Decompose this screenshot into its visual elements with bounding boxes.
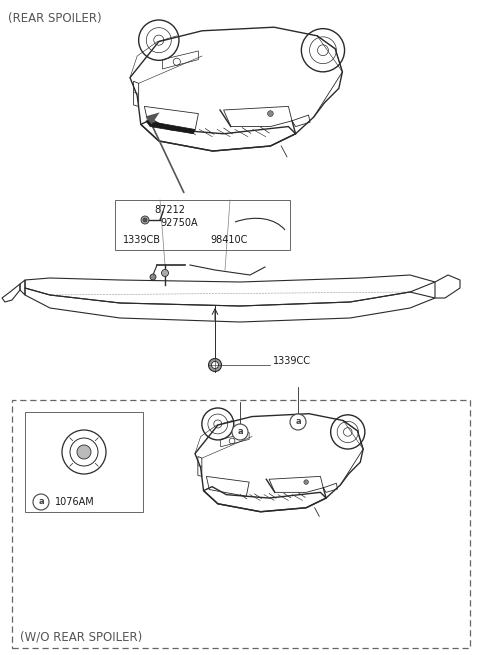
- Circle shape: [212, 362, 218, 369]
- Text: 87212: 87212: [155, 205, 185, 215]
- Text: 98410C: 98410C: [210, 235, 247, 245]
- Circle shape: [290, 414, 306, 430]
- Circle shape: [267, 111, 273, 117]
- Text: a: a: [38, 498, 44, 506]
- Circle shape: [33, 494, 49, 510]
- Text: 92750A: 92750A: [160, 218, 198, 228]
- Bar: [12, 400, 470, 648]
- Text: (REAR SPOILER): (REAR SPOILER): [8, 12, 102, 25]
- Circle shape: [150, 274, 156, 280]
- Text: (W/O REAR SPOILER): (W/O REAR SPOILER): [20, 630, 142, 643]
- Circle shape: [161, 269, 168, 276]
- Text: 1076AM: 1076AM: [55, 497, 95, 507]
- Bar: [25, 412, 143, 512]
- Text: a: a: [237, 428, 243, 436]
- Bar: [115, 200, 290, 250]
- Circle shape: [77, 445, 91, 459]
- Circle shape: [232, 424, 248, 440]
- Circle shape: [304, 480, 309, 485]
- Circle shape: [208, 358, 221, 371]
- Text: 1339CC: 1339CC: [273, 356, 311, 366]
- Polygon shape: [146, 121, 195, 134]
- Circle shape: [141, 216, 149, 224]
- Polygon shape: [145, 113, 159, 124]
- Circle shape: [143, 218, 147, 222]
- Text: a: a: [295, 417, 301, 426]
- Text: 1339CB: 1339CB: [123, 235, 161, 245]
